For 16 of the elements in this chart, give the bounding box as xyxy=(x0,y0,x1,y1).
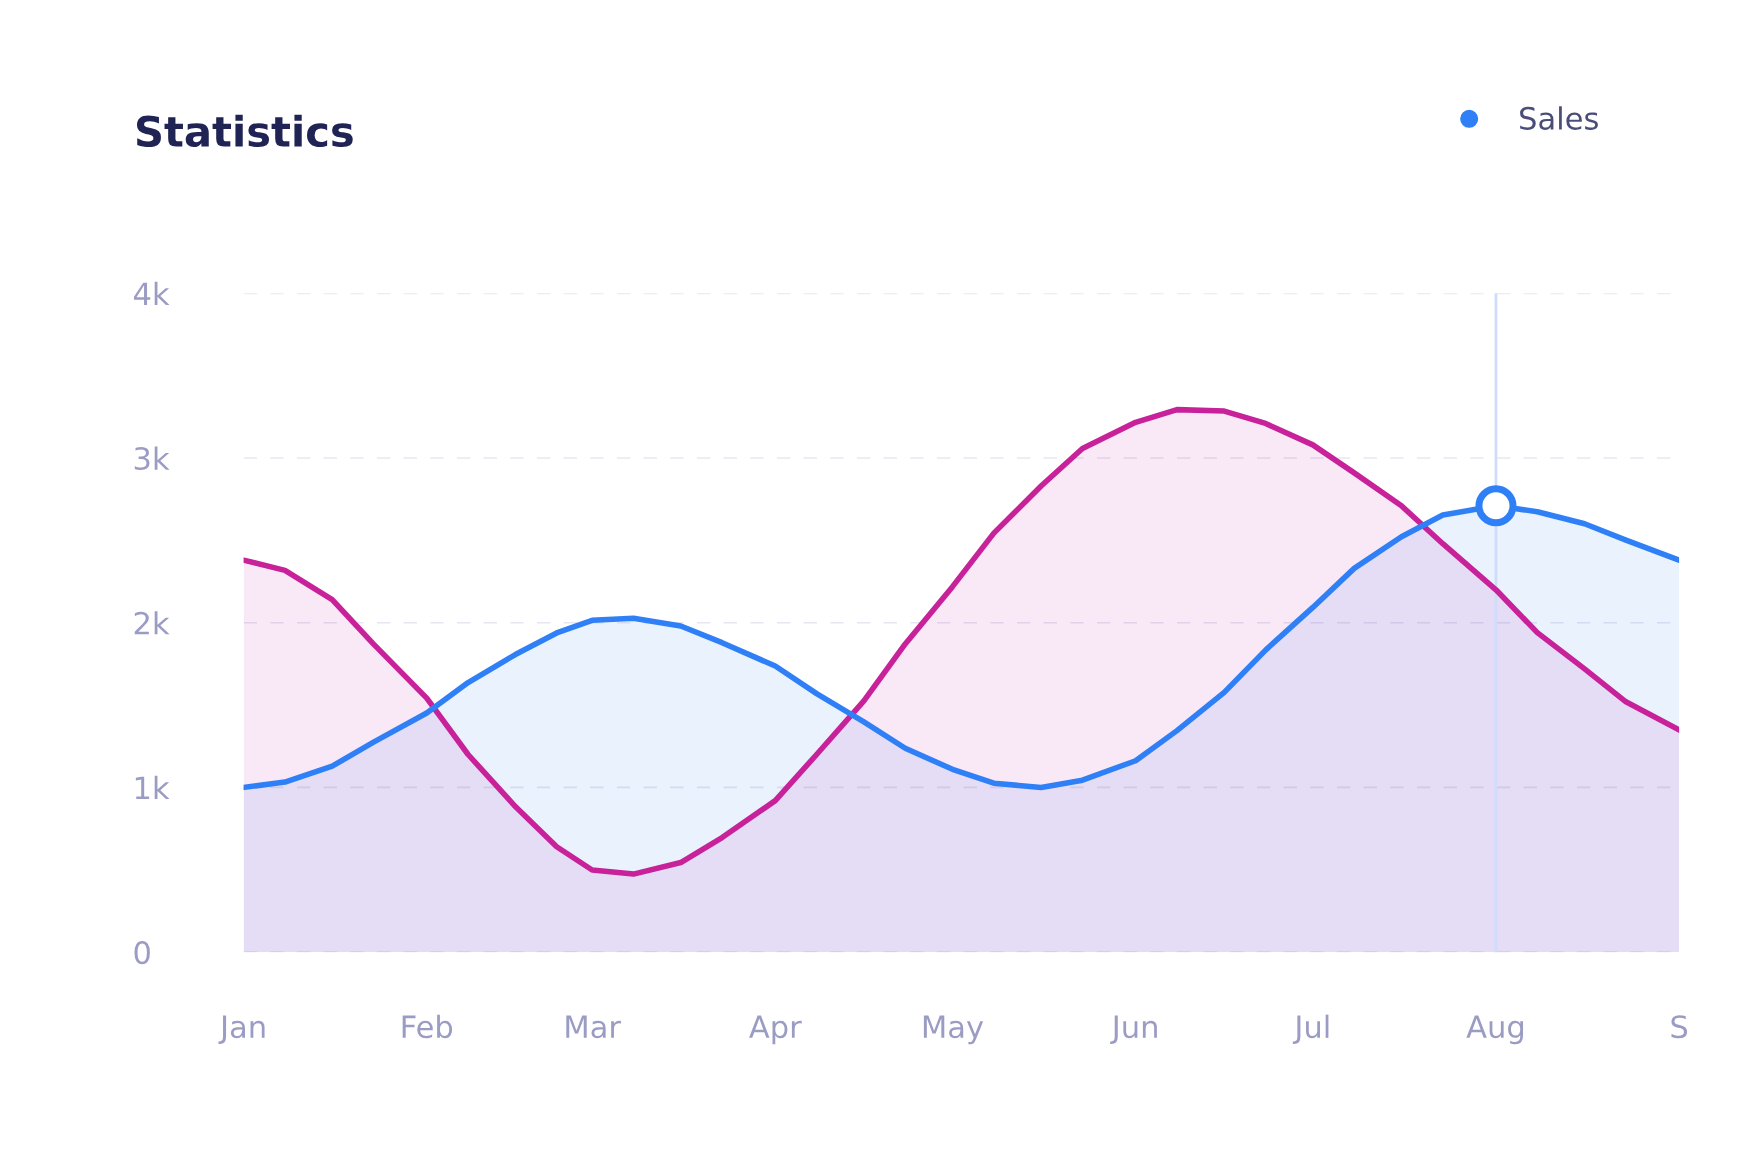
y-tick-label: 1k xyxy=(135,775,170,800)
x-tick-label: Jun xyxy=(1110,1015,1157,1044)
y-tick-label: 0 xyxy=(134,941,150,965)
legend-label: Sales xyxy=(1520,106,1598,130)
x-tick-label: Aug xyxy=(1466,1015,1524,1045)
y-tick-label: 2k xyxy=(134,611,170,635)
x-tick-label: Jan xyxy=(218,1015,265,1044)
x-tick-label: Feb xyxy=(402,1014,453,1039)
x-tick-label: May xyxy=(923,1015,984,1045)
x-tick-label: Apr xyxy=(749,1015,802,1045)
y-tick-label: 4k xyxy=(133,281,170,305)
chart-title: Statistics xyxy=(136,114,353,148)
x-tick-label: Mar xyxy=(566,1015,621,1039)
y-tick-label: 3k xyxy=(134,446,170,471)
x-tick-label: S xyxy=(1671,1015,1688,1039)
x-tick-label: Jul xyxy=(1292,1014,1329,1044)
